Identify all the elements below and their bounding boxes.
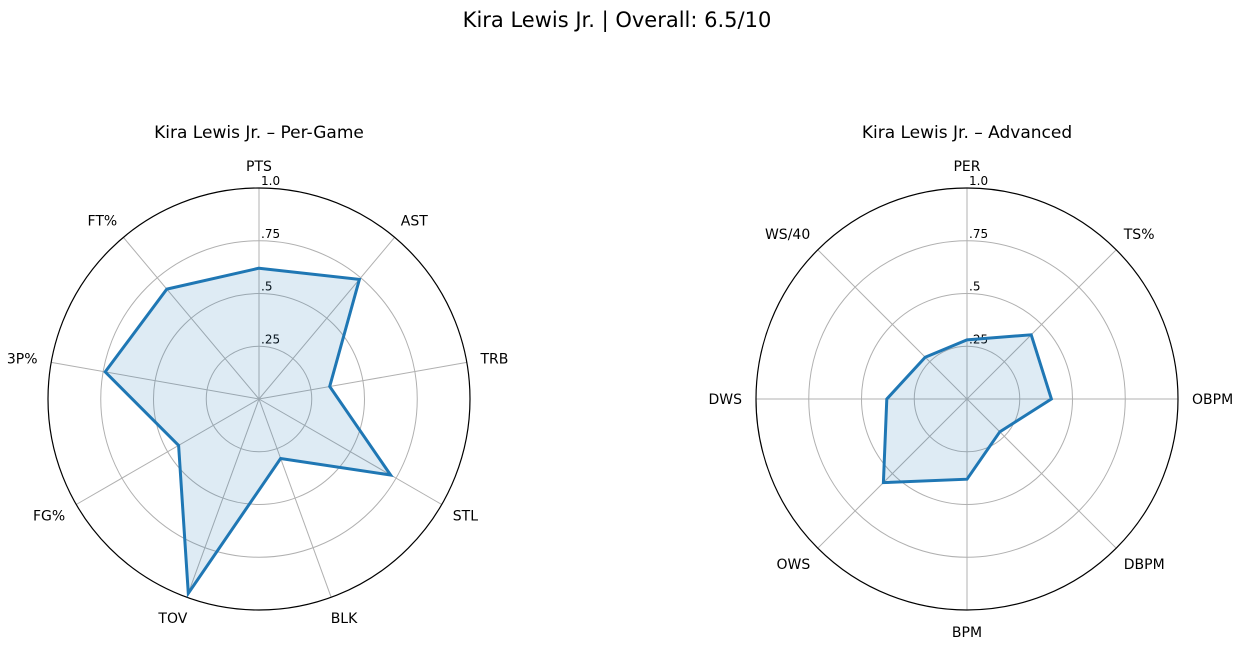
radial-tick-label: .75 xyxy=(261,227,280,241)
radial-tick-label: .75 xyxy=(969,227,988,241)
grid-spoke xyxy=(258,398,332,598)
category-label: FT% xyxy=(88,214,118,230)
grid-spoke xyxy=(186,398,260,598)
figure-title: Kira Lewis Jr. | Overall: 6.5/10 xyxy=(462,8,772,32)
grid-spoke xyxy=(122,237,260,400)
polar-frame xyxy=(47,187,471,611)
grid-spoke xyxy=(817,398,968,549)
category-label: STL xyxy=(453,509,478,525)
grid-spoke xyxy=(966,398,1117,549)
radial-tick-label: .5 xyxy=(261,280,272,294)
grid-spoke xyxy=(51,361,260,400)
category-label: FG% xyxy=(33,509,65,525)
category-label: WS/40 xyxy=(765,227,810,243)
category-label: AST xyxy=(401,214,428,230)
radar-title: Kira Lewis Jr. – Per-Game xyxy=(154,123,364,143)
radial-tick-label: 1.0 xyxy=(261,174,280,188)
radial-tick-label: .5 xyxy=(969,280,980,294)
category-label: OWS xyxy=(776,557,810,573)
radial-tick-label: 1.0 xyxy=(969,174,988,188)
category-label: PER xyxy=(953,159,980,175)
grid-spoke xyxy=(258,398,442,505)
radar-panel-advanced: Kira Lewis Jr. – Advanced.25.5.751.0PERT… xyxy=(708,123,1233,641)
grid-spoke xyxy=(817,249,968,400)
category-label: OBPM xyxy=(1192,392,1233,408)
category-label: TS% xyxy=(1123,227,1155,243)
category-label: BPM xyxy=(952,625,982,641)
category-label: PTS xyxy=(246,159,272,175)
category-label: 3P% xyxy=(7,352,38,368)
radar-title: Kira Lewis Jr. – Advanced xyxy=(862,123,1072,143)
category-label: TRB xyxy=(479,352,508,368)
category-label: BLK xyxy=(331,611,358,627)
grid-spoke xyxy=(966,249,1117,400)
polar-frame xyxy=(755,187,1179,611)
grid-spoke xyxy=(258,361,467,400)
category-label: DWS xyxy=(708,392,742,408)
category-label: TOV xyxy=(157,611,187,627)
grid-spoke xyxy=(258,237,396,400)
grid-spoke xyxy=(76,398,260,505)
category-label: DBPM xyxy=(1124,557,1165,573)
series-line xyxy=(103,266,394,598)
series-fill xyxy=(883,334,1052,483)
radial-tick-label: .25 xyxy=(261,332,280,346)
series-fill xyxy=(105,268,391,594)
